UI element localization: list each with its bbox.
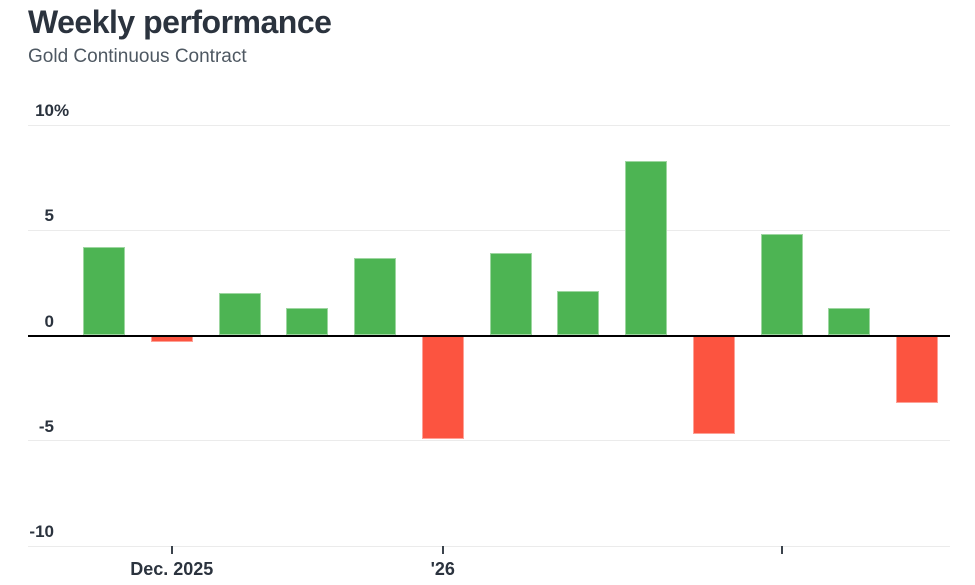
y-axis-unit: % <box>54 101 70 120</box>
y-axis-tick-value: 0 <box>44 311 54 331</box>
gridline <box>28 545 950 547</box>
bar-positive <box>760 234 803 336</box>
plot-area: 10% 5 0 -5 -10 Dec. 2025 '26 <box>28 102 950 578</box>
gridline <box>28 124 950 126</box>
bar-positive <box>557 291 600 336</box>
y-axis-tick-value: 10 <box>35 101 54 120</box>
y-axis-tick-value: -5 <box>38 416 54 436</box>
bar-negative <box>692 335 735 435</box>
gridline <box>28 229 950 231</box>
chart-subtitle: Gold Continuous Contract <box>28 45 247 67</box>
bar-positive <box>354 257 396 336</box>
x-axis-tick <box>780 546 783 554</box>
y-axis-tick-value: 5 <box>44 206 54 226</box>
zero-line <box>28 334 950 337</box>
gridline <box>28 440 950 442</box>
x-axis-tick <box>441 546 444 554</box>
x-axis-label: '26 <box>430 559 455 579</box>
bar-positive <box>83 247 125 336</box>
bar-negative <box>421 335 464 439</box>
bar-negative <box>896 335 938 403</box>
bar-positive <box>828 308 871 336</box>
bar-positive <box>218 293 261 336</box>
bar-positive <box>625 160 667 336</box>
bar-positive <box>286 308 329 336</box>
bar-positive <box>489 253 532 336</box>
x-axis-tick <box>170 546 173 554</box>
chart-header: Weekly performance Gold Continuous Contr… <box>28 2 332 68</box>
page-title: Weekly performance <box>28 4 332 40</box>
x-axis-label: Dec. 2025 <box>130 559 214 579</box>
y-axis-tick-value: -10 <box>29 522 54 541</box>
